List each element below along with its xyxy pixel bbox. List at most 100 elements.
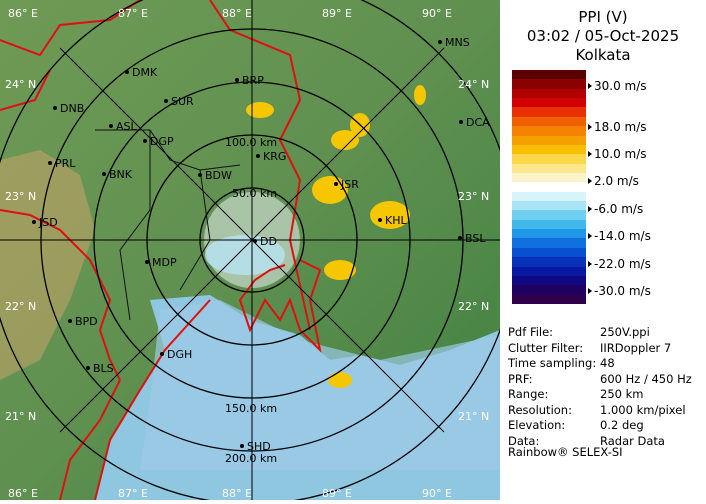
- lon-label-90: 90° E: [422, 7, 452, 20]
- near-echo: [205, 235, 285, 275]
- colorbar-swatch: [512, 238, 586, 249]
- colorbar-swatch: [512, 144, 586, 155]
- colorbar-tick-arrow: [588, 151, 592, 157]
- colorbar-tick-arrow: [588, 178, 592, 184]
- colorbar-swatch: [512, 126, 586, 137]
- station-label: DD: [260, 235, 277, 248]
- station-dot: [86, 366, 90, 370]
- info-row: Data: Radar Data: [508, 434, 665, 448]
- colorbar-swatch: [512, 116, 586, 127]
- station-label: DCA: [466, 116, 490, 129]
- info-value: 250 km: [600, 387, 644, 401]
- lon-label-89-bottom: 89° E: [322, 487, 352, 500]
- colorbar-swatch: [512, 79, 586, 90]
- colorbar-swatch: [512, 154, 586, 165]
- station-dot: [160, 352, 164, 356]
- lat-label-23-right: 23° N: [458, 190, 489, 203]
- timestamp: 03:02 / 05-Oct-2025: [526, 27, 680, 45]
- lon-label-86-bottom: 86° E: [8, 487, 38, 500]
- colorbar-swatch: [512, 88, 586, 99]
- info-row: Time sampling: 48: [508, 356, 615, 370]
- colorbar-swatch: [512, 201, 586, 211]
- station-dot: [53, 106, 57, 110]
- colorbar-tick-arrow: [588, 83, 592, 89]
- colorbar-tick-label: 18.0 m/s: [594, 120, 647, 134]
- lat-label-24: 24° N: [5, 78, 36, 91]
- station-label: JSD: [38, 216, 58, 229]
- colorbar-tick-label: 30.0 m/s: [594, 79, 647, 93]
- station-label: MNS: [445, 36, 470, 49]
- lat-label-21: 21° N: [5, 410, 36, 423]
- info-row: PRF: 600 Hz / 450 Hz: [508, 372, 692, 386]
- colorbar-swatch: [512, 275, 586, 286]
- info-value: 0.2 deg: [600, 418, 644, 432]
- colorbar-swatch: [512, 107, 586, 118]
- lon-label-87-bottom: 87° E: [118, 487, 148, 500]
- plateau-region: [0, 150, 95, 380]
- ring-label-150: 150.0 km: [225, 402, 277, 415]
- info-value: 48: [600, 356, 615, 370]
- lat-label-21-right: 21° N: [458, 410, 489, 423]
- colorbar-tick-arrow: [588, 124, 592, 130]
- colorbar-swatch: [512, 70, 586, 80]
- station-label: SHD: [247, 440, 271, 453]
- station-dot: [256, 154, 260, 158]
- colorbar-swatch: [512, 229, 586, 239]
- station-label: BRP: [242, 74, 264, 87]
- lon-label-89: 89° E: [322, 7, 352, 20]
- station-label: BSL: [465, 232, 486, 245]
- station-dot: [32, 220, 36, 224]
- station-label: BPD: [75, 315, 98, 328]
- station-dot: [145, 260, 149, 264]
- colorbar-tick-arrow: [588, 288, 592, 294]
- lat-label-24-right: 24° N: [458, 78, 489, 91]
- colorbar-swatch: [512, 257, 586, 268]
- colorbar-tick-label: -6.0 m/s: [594, 202, 644, 216]
- site-name: Kolkata: [575, 46, 631, 64]
- colorbar-tick-label: 10.0 m/s: [594, 147, 647, 161]
- colorbar-swatch: [512, 172, 586, 183]
- radar-map-canvas: 50.0 km 100.0 km 150.0 km 200.0 km 86° E…: [0, 0, 520, 504]
- colorbar-swatch: [512, 191, 586, 202]
- ring-label-50: 50.0 km: [232, 187, 277, 200]
- station-label: DNB: [60, 102, 84, 115]
- colorbar-swatch: [512, 163, 586, 174]
- station-labels: MNS DMK BRP DNB SUR ASL DGP PRL BNK KRG DCA BDW JSR K…: [32, 36, 490, 453]
- lon-label-88: 88° E: [222, 7, 252, 20]
- station-dot: [48, 161, 52, 165]
- station-label: DMK: [132, 66, 158, 79]
- info-row: Range: 250 km: [508, 387, 643, 401]
- product-title: PPI (V): [578, 8, 628, 26]
- station-dot: [143, 139, 147, 143]
- station-label: DGH: [167, 348, 192, 361]
- info-key: Data:: [508, 433, 540, 448]
- lat-label-23: 23° N: [5, 190, 36, 203]
- info-key: Time sampling:: [508, 356, 597, 370]
- station-dot: [378, 218, 382, 222]
- station-dot: [240, 444, 244, 448]
- colorbar-swatch: [512, 210, 586, 221]
- colorbar-tick-arrow: [588, 206, 592, 212]
- station-dot: [459, 120, 463, 124]
- info-key: Pdf File:: [508, 325, 554, 339]
- precip-echoes: [246, 85, 426, 388]
- lon-label-86: 86° E: [8, 7, 38, 20]
- info-value: 1.000 km/pixel: [600, 402, 686, 417]
- station-label: DGP: [150, 135, 174, 148]
- station-dot: [458, 236, 462, 240]
- azimuth-spokes: [0, 0, 520, 504]
- info-value: 250V.ppi: [600, 325, 650, 339]
- info-key: Elevation:: [508, 418, 566, 432]
- colorbar-swatch: [512, 219, 586, 230]
- lat-label-22: 22° N: [5, 300, 36, 313]
- station-dot: [253, 239, 257, 243]
- graticule-labels: 86° E 87° E 88° E 89° E 90° E 86° E 87° …: [5, 7, 489, 500]
- station-label: ASL: [116, 120, 138, 133]
- colorbar-tick-label: -22.0 m/s: [594, 257, 651, 271]
- colorbar-swatch: [512, 98, 586, 108]
- colorbar-tick-arrow: [588, 233, 592, 239]
- colorbar-tick-label: -30.0 m/s: [594, 284, 651, 298]
- station-dot: [334, 182, 338, 186]
- info-value: Radar Data: [600, 433, 665, 448]
- radar-map: 50.0 km 100.0 km 150.0 km 200.0 km 86° E…: [0, 0, 520, 504]
